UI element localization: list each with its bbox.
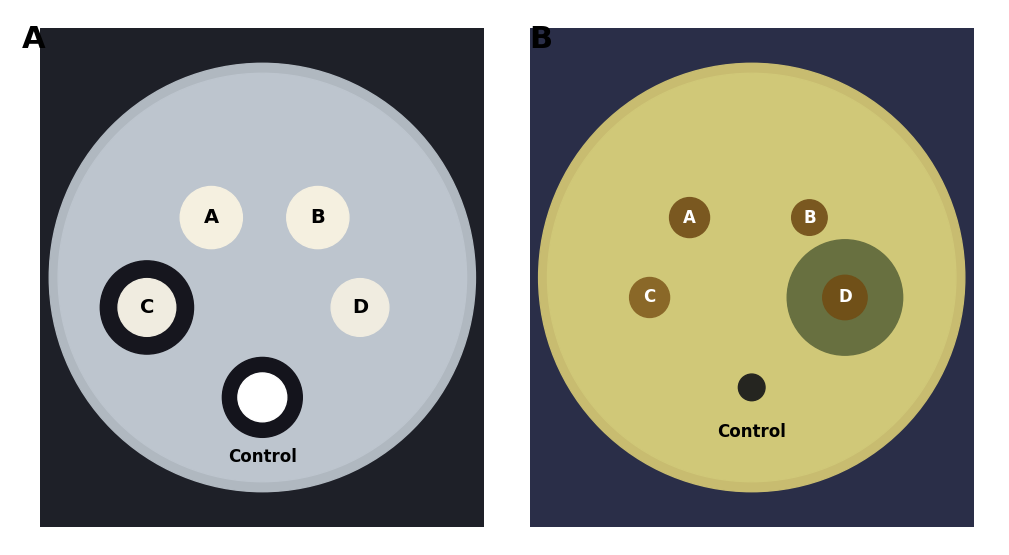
Text: Control: Control [717, 423, 786, 441]
Ellipse shape [100, 261, 194, 354]
Text: A: A [683, 209, 696, 226]
Ellipse shape [49, 63, 475, 492]
Ellipse shape [670, 198, 709, 238]
Ellipse shape [331, 279, 388, 336]
Ellipse shape [181, 186, 242, 249]
Ellipse shape [238, 373, 287, 422]
Ellipse shape [59, 73, 466, 482]
Ellipse shape [118, 279, 176, 336]
Text: B: B [803, 209, 815, 226]
Ellipse shape [539, 63, 965, 492]
Text: A: A [22, 25, 45, 54]
Text: C: C [644, 289, 656, 306]
Ellipse shape [787, 240, 903, 355]
Ellipse shape [822, 275, 867, 320]
Text: B: B [530, 25, 553, 54]
Ellipse shape [630, 278, 670, 317]
Text: B: B [311, 208, 325, 227]
Text: Control: Control [228, 448, 297, 466]
Ellipse shape [222, 357, 303, 437]
Ellipse shape [739, 374, 765, 401]
Text: C: C [139, 298, 154, 317]
Ellipse shape [792, 200, 827, 235]
Ellipse shape [287, 186, 349, 249]
Text: A: A [204, 208, 219, 227]
Ellipse shape [548, 73, 956, 482]
Text: D: D [838, 289, 852, 306]
Text: D: D [352, 298, 368, 317]
